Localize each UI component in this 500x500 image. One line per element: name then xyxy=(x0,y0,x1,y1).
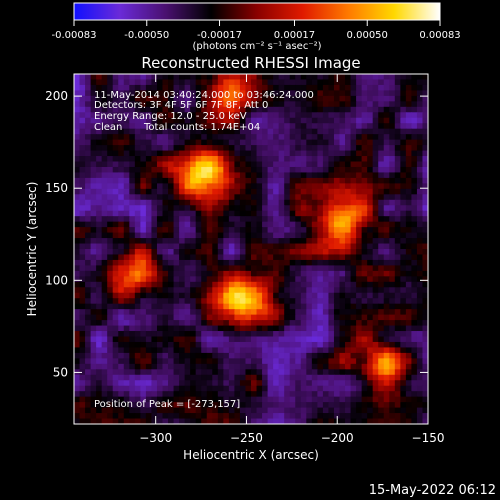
x-axis-label: Heliocentric X (arcsec) xyxy=(183,448,319,462)
colorbar-tick-label: -0.00017 xyxy=(197,30,242,41)
annotation-detectors: Detectors: 3F 4F 5F 6F 7F 8F, Att 0 xyxy=(94,100,268,111)
x-tick-label: −250 xyxy=(230,431,263,445)
colorbar-tick-label: -0.00083 xyxy=(52,30,97,41)
colorbar-tick-label: 0.00083 xyxy=(419,30,460,41)
annotation-time: 11-May-2014 03:40:24.000 to 03:46:24.000 xyxy=(94,90,314,101)
y-tick-label: 50 xyxy=(53,365,68,379)
plot-frame xyxy=(73,73,429,425)
y-tick-label: 200 xyxy=(45,89,68,103)
colorbar xyxy=(73,2,441,21)
axis-ticks: −300 −250 −200 −150 50 100 150 200 xyxy=(45,74,444,445)
y-axis-label: Heliocentric Y (arcsec) xyxy=(25,182,39,317)
annotation-energy: Energy Range: 12.0 - 25.0 keV xyxy=(94,111,247,122)
heatmap-image xyxy=(74,74,428,424)
footer-timestamp: 15-May-2022 06:12 xyxy=(369,483,496,498)
colorbar-tick-label: 0.00050 xyxy=(347,30,388,41)
annotation-method: Clean xyxy=(94,122,122,133)
annotation-counts: Total counts: 1.74E+04 xyxy=(143,122,260,133)
colorbar-tick-label: 0.00017 xyxy=(274,30,315,41)
x-tick-label: −300 xyxy=(139,431,172,445)
colorbar-tick-label: -0.00050 xyxy=(124,30,169,41)
colorbar-ticks: -0.00083 -0.00050 -0.00017 0.00017 0.00050 0.… xyxy=(52,20,461,41)
x-tick-label: −200 xyxy=(321,431,354,445)
y-tick-label: 100 xyxy=(45,273,68,287)
chart-title: Reconstructed RHESSI Image xyxy=(141,54,360,72)
y-tick-label: 150 xyxy=(45,181,68,195)
colorbar-unit-label: (photons cm⁻² s⁻¹ asec⁻²) xyxy=(192,41,321,52)
x-tick-label: −150 xyxy=(412,431,445,445)
annotation-peak: Position of Peak = [-273,157] xyxy=(94,399,240,410)
